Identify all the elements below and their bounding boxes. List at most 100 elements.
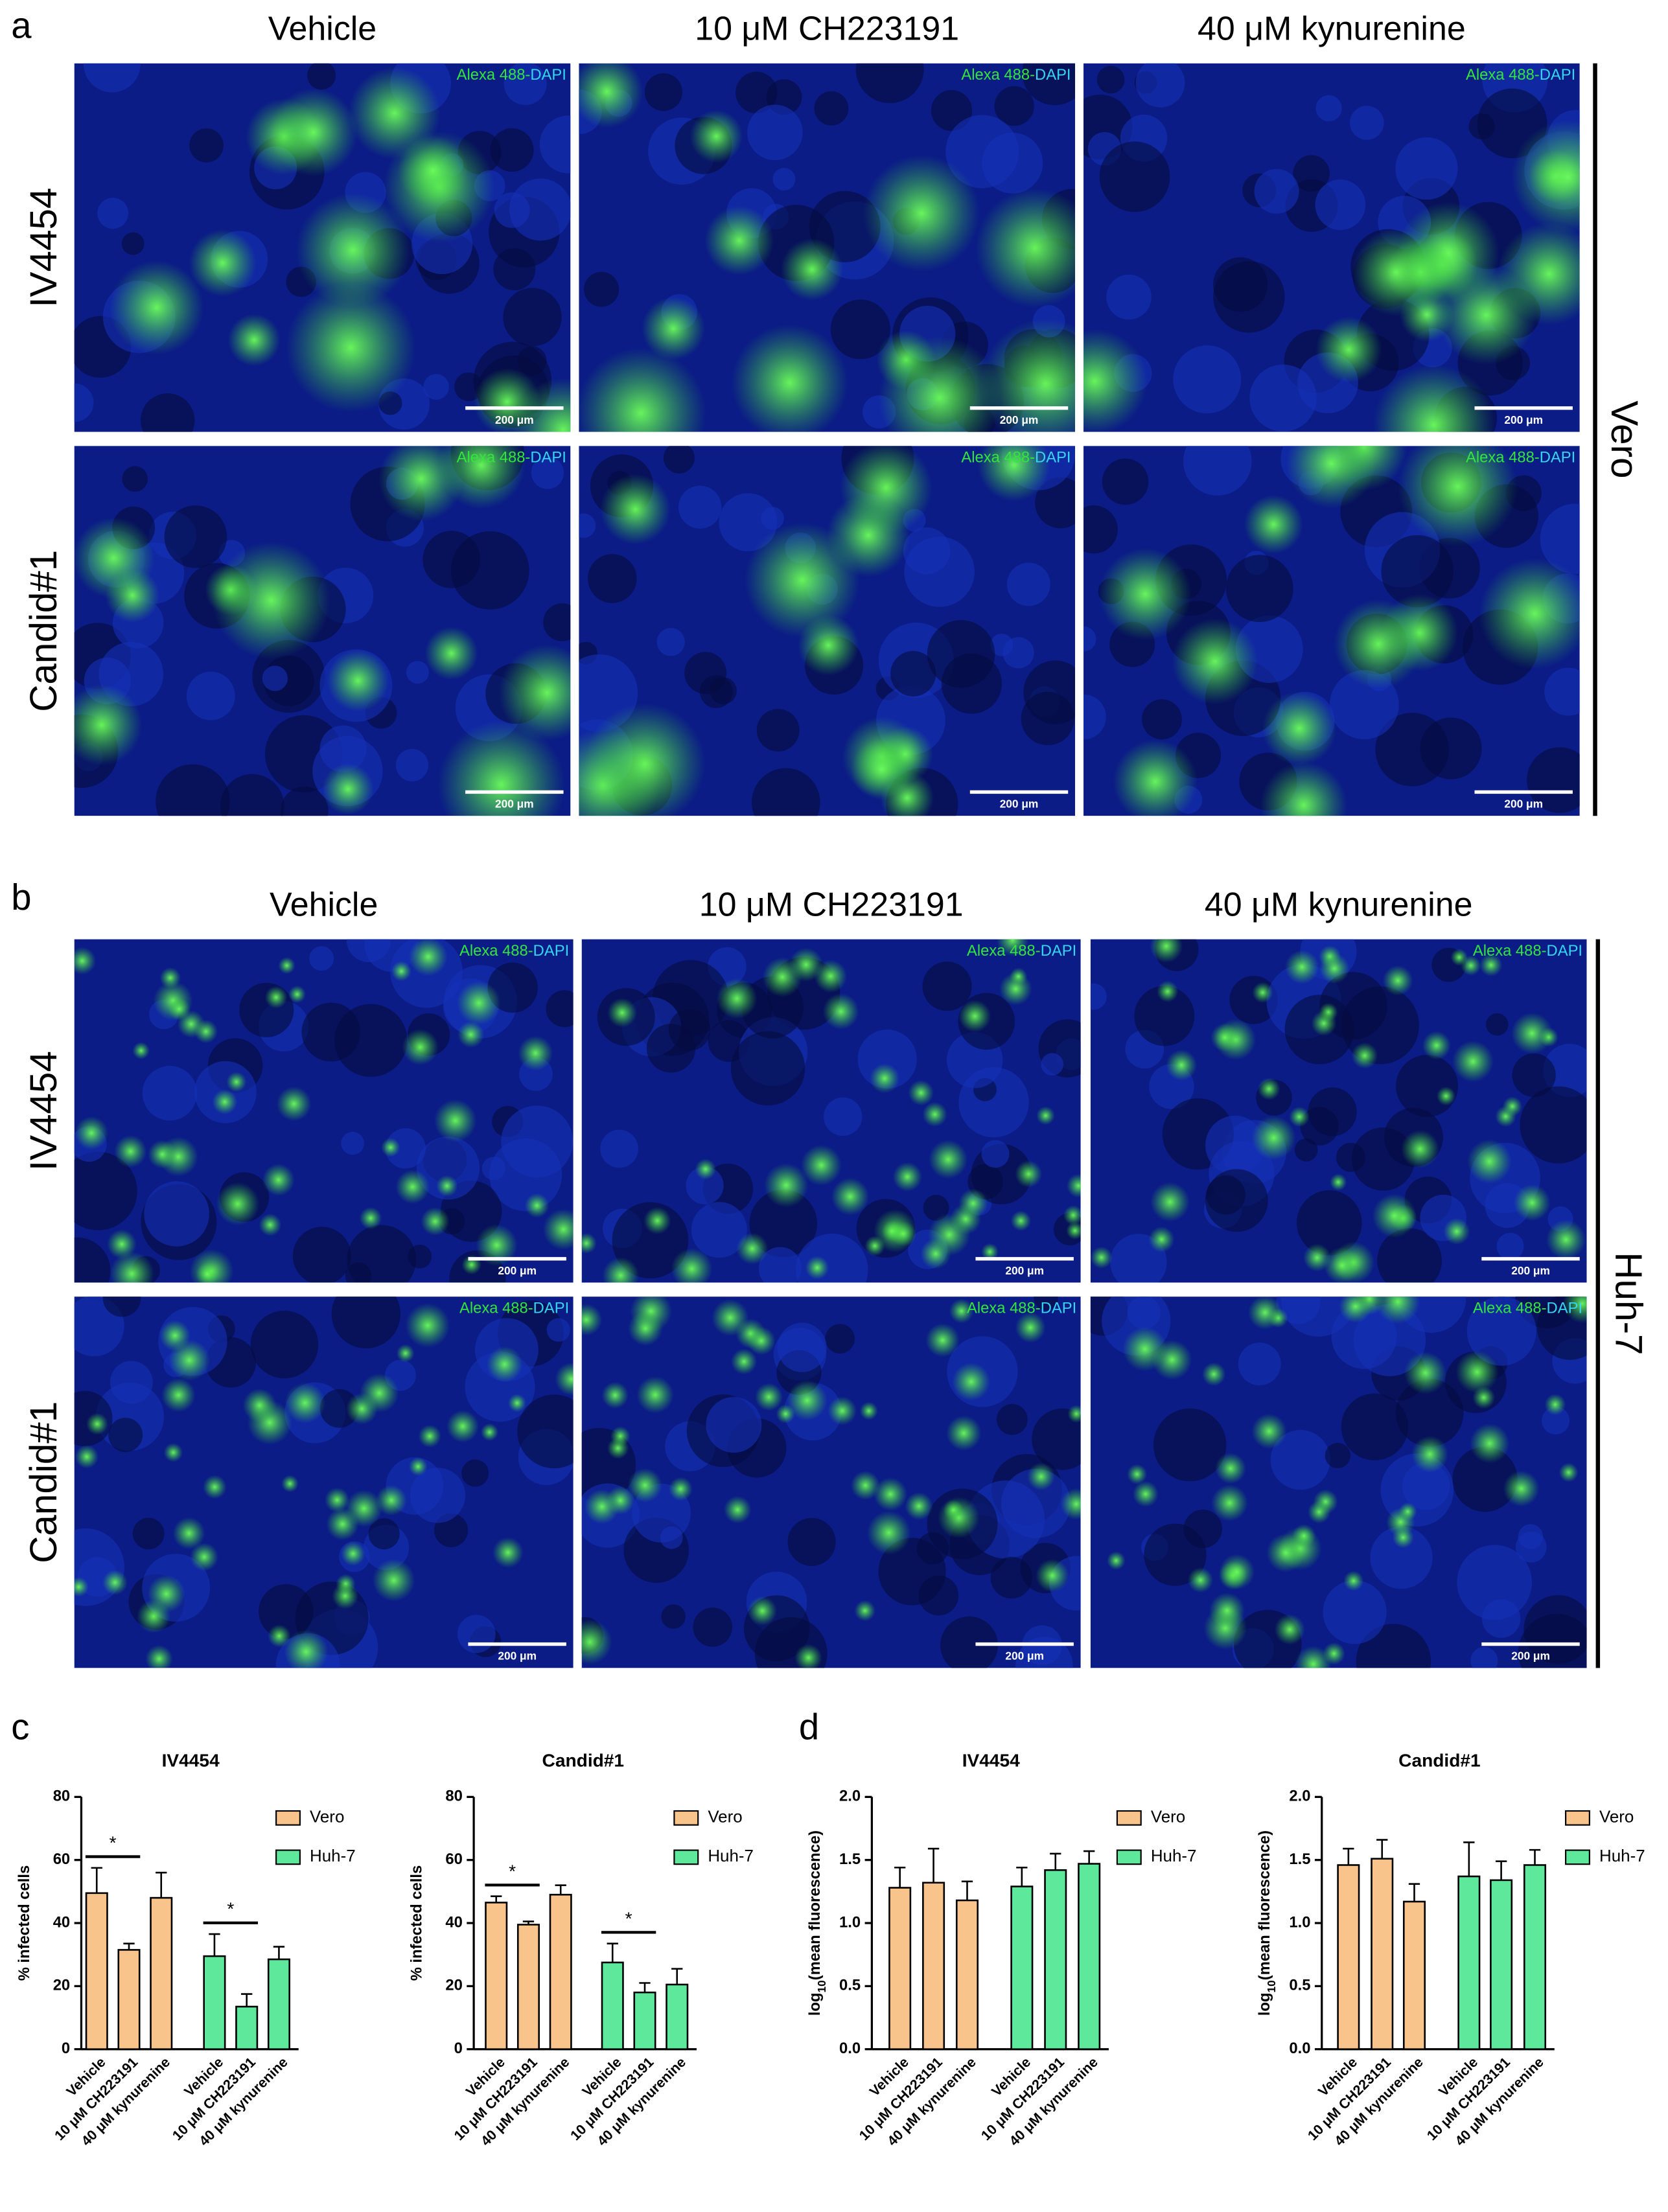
stain-label: Alexa 488-DAPI bbox=[967, 1300, 1076, 1317]
legend-label: Vero bbox=[708, 1808, 742, 1826]
nuclei-patch bbox=[1540, 503, 1580, 574]
y-tick-label: 20 bbox=[445, 1977, 462, 1994]
nuclei-patch bbox=[1083, 626, 1096, 652]
y-tick-label: 80 bbox=[53, 1788, 70, 1805]
legend-swatch bbox=[275, 1849, 301, 1865]
infected-cluster bbox=[1450, 949, 1468, 966]
stain-green: Alexa 488- bbox=[1473, 1300, 1547, 1317]
infected-cluster bbox=[1099, 547, 1192, 641]
infected-cluster bbox=[324, 1487, 350, 1513]
infected-cluster bbox=[1251, 1413, 1287, 1449]
nuclei-patch bbox=[493, 248, 536, 291]
infected-cluster bbox=[716, 978, 758, 1019]
infected-cluster bbox=[1373, 363, 1495, 432]
nuclei-patch bbox=[1341, 1393, 1408, 1460]
infected-cluster bbox=[585, 1489, 620, 1525]
nuclei-patch bbox=[262, 665, 288, 691]
nuclei-patch bbox=[319, 1388, 359, 1428]
infected-cluster bbox=[227, 314, 281, 367]
nuclei-patch bbox=[408, 1244, 432, 1269]
y-tick-label: 0 bbox=[454, 2040, 463, 2057]
infected-cluster bbox=[1015, 1312, 1046, 1343]
nuclei-patch bbox=[368, 1518, 400, 1550]
column-title: Vehicle bbox=[268, 10, 376, 48]
infected-cluster bbox=[1452, 1041, 1494, 1083]
legend-label: Huh-7 bbox=[310, 1847, 356, 1865]
micrograph: Alexa 488-DAPI 200 μm bbox=[74, 63, 571, 432]
bar bbox=[1010, 1885, 1034, 2051]
nuclei-patch bbox=[684, 652, 727, 695]
nuclei-patch bbox=[461, 1459, 489, 1487]
infected-cluster bbox=[581, 1232, 597, 1254]
infected-cluster bbox=[278, 956, 295, 974]
significance-label: * bbox=[509, 1861, 516, 1881]
infected-cluster bbox=[1472, 1386, 1496, 1409]
legend-swatch bbox=[1565, 1810, 1590, 1826]
infected-cluster bbox=[190, 1543, 219, 1571]
stain-blue: DAPI bbox=[530, 449, 566, 467]
infected-cluster bbox=[276, 1086, 312, 1122]
nuclei-patch bbox=[110, 1361, 153, 1404]
bar bbox=[203, 1955, 226, 2051]
infected-cluster bbox=[295, 192, 410, 308]
legend-label: Huh-7 bbox=[1151, 1847, 1197, 1865]
infected-cluster bbox=[397, 135, 469, 206]
micrograph-content bbox=[1083, 446, 1580, 816]
infected-cluster bbox=[579, 63, 643, 128]
y-axis-label-part: log bbox=[806, 1992, 824, 2016]
infected-cluster bbox=[747, 1596, 778, 1626]
infected-cluster bbox=[542, 1208, 573, 1250]
infected-cluster bbox=[642, 297, 705, 361]
infected-cluster bbox=[1148, 1226, 1175, 1252]
infected-cluster bbox=[1260, 761, 1348, 816]
nuclei-patch bbox=[164, 505, 227, 568]
infected-cluster bbox=[952, 1363, 991, 1401]
infected-cluster bbox=[486, 1346, 523, 1383]
stain-blue: DAPI bbox=[1540, 449, 1576, 467]
stain-label: Alexa 488-DAPI bbox=[459, 942, 569, 960]
bar bbox=[1523, 1864, 1547, 2051]
nuclei-patch bbox=[747, 104, 803, 161]
infected-cluster bbox=[145, 1644, 173, 1668]
nuclei-patch bbox=[108, 1418, 143, 1453]
infected-cluster bbox=[1334, 599, 1424, 689]
infected-cluster bbox=[359, 1206, 382, 1230]
nuclei-patch bbox=[693, 1607, 733, 1647]
infected-cluster bbox=[105, 568, 160, 623]
significance-label: * bbox=[110, 1833, 117, 1853]
nuclei-patch bbox=[1481, 1599, 1521, 1638]
y-axis-label-part: (mean fluorescence) bbox=[806, 1830, 824, 1980]
infected-cluster bbox=[1066, 1221, 1081, 1240]
infected-cluster bbox=[457, 981, 501, 1025]
micrograph: Alexa 488-DAPI 200 μm bbox=[74, 1296, 573, 1668]
stain-label: Alexa 488-DAPI bbox=[457, 449, 566, 467]
nuclei-patch bbox=[1206, 1175, 1245, 1215]
nuclei-patch bbox=[509, 178, 571, 241]
infected-cluster bbox=[524, 1193, 550, 1218]
y-axis-label-part: 10 bbox=[815, 1980, 828, 1992]
scale-bar-label: 200 μm bbox=[1504, 413, 1543, 426]
infected-cluster bbox=[929, 1140, 968, 1179]
infected-cluster bbox=[1244, 494, 1303, 554]
infected-cluster bbox=[864, 1236, 885, 1256]
y-tick-label: 0.5 bbox=[839, 1977, 861, 1994]
infected-cluster bbox=[1479, 558, 1580, 669]
y-tick-label: 0.0 bbox=[1289, 2040, 1310, 2057]
nuclei-patch bbox=[777, 1322, 827, 1372]
bar bbox=[633, 1991, 656, 2051]
nuclei-patch bbox=[1370, 1527, 1433, 1589]
micrograph-content bbox=[74, 1296, 573, 1668]
nuclei-patch bbox=[1349, 106, 1384, 140]
infected-cluster bbox=[1132, 1480, 1159, 1507]
scale-bar-label: 200 μm bbox=[1511, 1650, 1550, 1663]
infected-cluster bbox=[1066, 1173, 1081, 1198]
stain-green: Alexa 488- bbox=[961, 66, 1035, 84]
infected-cluster bbox=[1392, 1527, 1414, 1549]
infected-cluster bbox=[1330, 1173, 1347, 1191]
infected-cluster bbox=[1455, 1350, 1499, 1394]
nuclei-patch bbox=[663, 446, 695, 474]
scale-bar-label: 200 μm bbox=[1511, 1264, 1550, 1277]
nuclei-patch bbox=[656, 628, 685, 656]
micrograph-content bbox=[74, 939, 573, 1283]
chart-title: IV4454 bbox=[962, 1751, 1020, 1771]
